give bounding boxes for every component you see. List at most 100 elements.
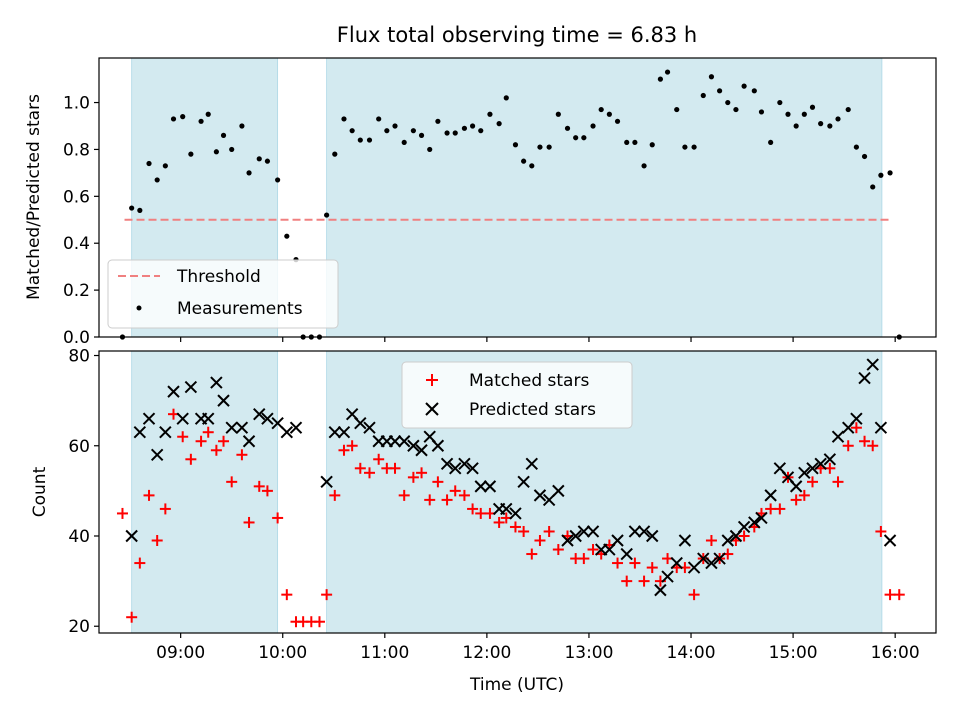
predicted-star-point — [517, 475, 530, 489]
matched-star-point — [398, 489, 410, 501]
matched-star-point — [774, 503, 786, 515]
measurement-point — [598, 106, 604, 113]
measurement-point — [384, 128, 390, 134]
predicted-star-point — [328, 426, 341, 439]
measurement-point — [887, 170, 893, 176]
x-tick-label: 11:00 — [360, 643, 409, 663]
predicted-star-point — [431, 439, 445, 452]
x-axis-label: Time (UTC) — [469, 675, 564, 695]
x-tick-label: 12:00 — [462, 643, 511, 663]
measurement-point — [487, 111, 493, 117]
matched-star-point — [587, 544, 599, 556]
measurement-point — [146, 160, 152, 167]
predicted-star-point — [737, 520, 751, 534]
predicted-star-point — [670, 556, 683, 570]
predicted-star-point — [415, 444, 428, 457]
measurement-point — [324, 212, 330, 218]
predicted-star-point — [225, 421, 238, 434]
threshold-legend-label: Threshold — [176, 267, 261, 287]
predicted-star-point — [150, 448, 164, 461]
top-axes-frame — [98, 57, 937, 338]
predicted-star-point — [883, 534, 897, 547]
measurement-point — [606, 111, 612, 117]
predicted-star-point — [466, 462, 479, 475]
ratio-panel: 0.0 0.2 0.4 0.6 0.8 1.0 Matched/Predicted sta… — [24, 57, 937, 348]
measurement-point — [496, 121, 502, 127]
y-tick-label: 0.8 — [63, 140, 90, 160]
predicted-star-point — [620, 547, 633, 561]
predicted-star-point — [748, 516, 761, 529]
predicted-legend-swatch — [425, 402, 439, 416]
x-tick-label: 13:00 — [564, 643, 613, 663]
measurement-point — [777, 99, 783, 106]
matched-star-point — [210, 444, 222, 456]
matched-star-point — [458, 489, 470, 501]
measurements-legend-label: Measurements — [177, 299, 303, 319]
chart-title: Flux total observing time = 6.83 h — [337, 23, 697, 47]
measurement-point — [452, 130, 458, 136]
measurement-point — [870, 184, 876, 190]
predicted-star-point — [850, 412, 863, 425]
predicted-star-point — [806, 462, 819, 475]
measurement-point — [733, 106, 739, 113]
matched-star-point — [159, 503, 171, 515]
measurement-point — [835, 116, 841, 122]
predicted-star-point — [721, 534, 734, 547]
predicted-star-point — [261, 412, 274, 425]
matched-star-point — [354, 462, 366, 474]
measurement-point — [220, 132, 227, 138]
measurement-point — [809, 104, 816, 110]
predicted-star-point — [764, 489, 777, 502]
matched-star-point — [705, 535, 717, 547]
predicted-star-point — [713, 552, 726, 565]
measurement-point — [137, 207, 143, 213]
measurement-point — [537, 144, 543, 150]
measurement-point — [878, 172, 884, 178]
measurement-point — [180, 114, 186, 120]
matched-star-point — [518, 525, 530, 537]
matched-star-point — [389, 462, 401, 474]
y-tick-label: 0.2 — [63, 281, 90, 301]
measurement-point — [376, 116, 382, 122]
predicted-star-point — [449, 462, 462, 475]
matched-star-point — [578, 553, 590, 565]
predicted-star-point — [133, 426, 147, 439]
matched-star-point — [629, 557, 641, 569]
y-tick-label: 1.0 — [63, 94, 90, 114]
predicted-star-point — [474, 480, 487, 493]
matched-star-point — [552, 544, 564, 556]
matched-star-point — [281, 589, 293, 601]
measurement-point — [682, 144, 688, 150]
count-panel: 20 40 60 80 09:00 10:00 11:00 12:00 13:00 14:00 1… — [30, 347, 937, 695]
predicted-star-point — [866, 358, 879, 371]
top-shaded-intervals — [131, 57, 883, 338]
matched-star-point — [313, 616, 325, 628]
bottom-y-axis-label: Count — [30, 466, 50, 517]
matched-star-point — [832, 476, 844, 488]
x-tick-label: 15:00 — [769, 643, 818, 663]
measurement-point — [198, 118, 204, 124]
bottom-legend-box — [401, 361, 633, 429]
matched-star-point — [346, 440, 358, 452]
matched-star-point — [884, 589, 896, 601]
predicted-star-point — [525, 457, 538, 471]
measurement-point — [581, 135, 587, 141]
measurement-point — [461, 125, 468, 131]
predicted-star-point — [823, 453, 837, 466]
matched-star-point — [416, 467, 428, 479]
predicted-star-point — [637, 525, 651, 538]
predicted-star-point — [167, 385, 180, 398]
predicted-star-point — [397, 435, 411, 448]
measurement-point — [649, 142, 655, 148]
matched-legend-swatch — [426, 374, 438, 386]
measurement-point — [818, 121, 824, 127]
measurement-point — [741, 83, 747, 89]
y-tick-label: 20 — [68, 617, 90, 637]
measurement-point — [503, 95, 509, 101]
measurement-point — [664, 69, 671, 75]
bottom-legend: Matched stars Predicted stars — [401, 361, 633, 429]
matched-star-point — [253, 480, 265, 492]
predicted-legend-label: Predicted stars — [469, 400, 596, 420]
measurement-point — [624, 139, 630, 146]
matched-star-point — [272, 512, 284, 524]
